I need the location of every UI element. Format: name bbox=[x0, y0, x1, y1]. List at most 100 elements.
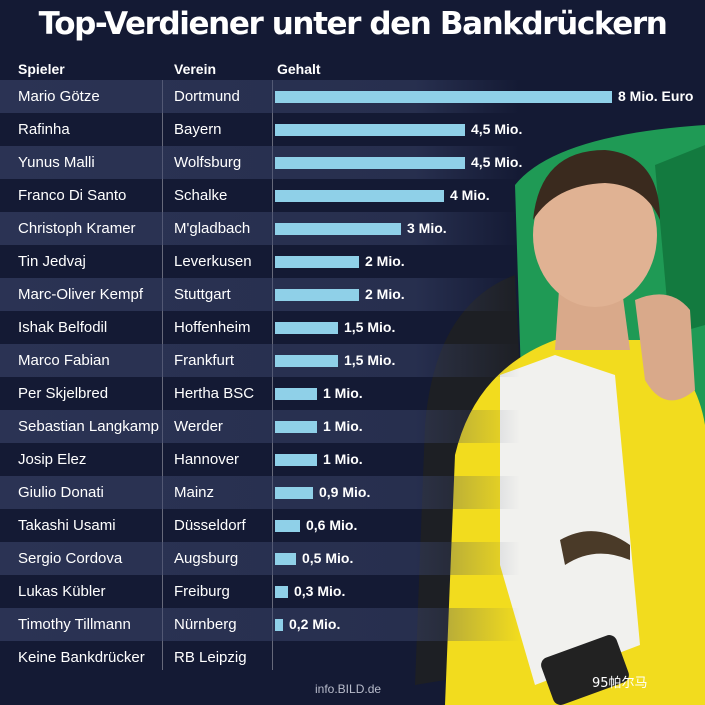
hair bbox=[533, 150, 660, 220]
table-row: Lukas Kübler Freiburg 0,3 Mio. bbox=[0, 575, 705, 608]
head bbox=[533, 163, 657, 307]
table-row: Per Skjelbred Hertha BSC 1 Mio. bbox=[0, 377, 705, 410]
salary-bar bbox=[275, 421, 317, 433]
club-name: Dortmund bbox=[174, 88, 240, 105]
salary-label: 4 Mio. bbox=[450, 187, 490, 203]
table-row: Tin Jedvaj Leverkusen 2 Mio. bbox=[0, 245, 705, 278]
salary-label: 1,5 Mio. bbox=[344, 319, 396, 335]
club-name: Bayern bbox=[174, 121, 222, 138]
club-name: Nürnberg bbox=[174, 616, 237, 633]
table-row: Marco Fabian Frankfurt 1,5 Mio. bbox=[0, 344, 705, 377]
club-name: Düsseldorf bbox=[174, 517, 246, 534]
watermark: 95帕尔马 bbox=[592, 676, 648, 691]
club-name: RB Leipzig bbox=[174, 649, 247, 666]
player-name: Ishak Belfodil bbox=[18, 319, 108, 336]
player-name: Takashi Usami bbox=[18, 517, 116, 534]
row-band bbox=[0, 410, 520, 443]
club-name: Wolfsburg bbox=[174, 154, 242, 171]
club-name: Stuttgart bbox=[174, 286, 231, 303]
salary-label: 0,6 Mio. bbox=[306, 517, 358, 533]
phone bbox=[541, 635, 629, 705]
salary-label: 8 Mio. Euro bbox=[618, 88, 694, 104]
row-band bbox=[0, 344, 520, 377]
player-name: Lukas Kübler bbox=[18, 583, 106, 600]
club-name: Frankfurt bbox=[174, 352, 235, 369]
row-band bbox=[0, 278, 520, 311]
row-band bbox=[0, 608, 520, 641]
salary-bar bbox=[275, 619, 283, 631]
bench-seat-shade bbox=[655, 145, 705, 335]
salary-bar bbox=[275, 388, 317, 400]
bib-logo bbox=[560, 531, 630, 565]
column-header-player: Spieler bbox=[18, 61, 65, 77]
salary-bar bbox=[275, 190, 444, 202]
salary-bar bbox=[275, 256, 359, 268]
salary-bar bbox=[275, 520, 300, 532]
player-name: Josip Elez bbox=[18, 451, 87, 468]
table-row: Rafinha Bayern 4,5 Mio. bbox=[0, 113, 705, 146]
salary-bar bbox=[275, 157, 465, 169]
player-name: Marc-Oliver Kempf bbox=[18, 286, 144, 303]
table-row: Mario Götze Dortmund 8 Mio. Euro bbox=[0, 80, 705, 113]
salary-label: 0,9 Mio. bbox=[319, 484, 371, 500]
table-row: Keine Bankdrücker RB Leipzig bbox=[0, 641, 705, 674]
table-row: Sergio Cordova Augsburg 0,5 Mio. bbox=[0, 542, 705, 575]
chart-title: Top-Verdiener unter den Bankdrückern bbox=[38, 6, 668, 42]
salary-label: 4,5 Mio. bbox=[471, 154, 523, 170]
salary-label: 1,5 Mio. bbox=[344, 352, 396, 368]
club-name: M'gladbach bbox=[174, 220, 251, 237]
row-band bbox=[0, 476, 520, 509]
club-name: Augsburg bbox=[174, 550, 239, 567]
training-bib bbox=[500, 355, 640, 685]
salary-bar bbox=[275, 553, 296, 565]
salary-label: 2 Mio. bbox=[365, 286, 405, 302]
salary-label: 2 Mio. bbox=[365, 253, 405, 269]
player-name: Yunus Malli bbox=[18, 154, 95, 171]
table-row: Timothy Tillmann Nürnberg 0,2 Mio. bbox=[0, 608, 705, 641]
club-name: Schalke bbox=[174, 187, 228, 204]
row-band bbox=[0, 542, 520, 575]
table-row: Franco Di Santo Schalke 4 Mio. bbox=[0, 179, 705, 212]
table-row: Takashi Usami Düsseldorf 0,6 Mio. bbox=[0, 509, 705, 542]
salary-label: 4,5 Mio. bbox=[471, 121, 523, 137]
source-credit: info.BILD.de bbox=[315, 682, 382, 696]
player-name: Per Skjelbred bbox=[18, 385, 109, 402]
player-name: Christoph Kramer bbox=[18, 220, 136, 237]
table-row: Josip Elez Hannover 1 Mio. bbox=[0, 443, 705, 476]
hand bbox=[635, 294, 695, 401]
player-name: Giulio Donati bbox=[18, 484, 104, 501]
salary-label: 0,3 Mio. bbox=[294, 583, 346, 599]
salary-bar bbox=[275, 91, 612, 103]
table-row: Sebastian Langkamp Werder 1 Mio. bbox=[0, 410, 705, 443]
column-header-club: Verein bbox=[174, 61, 217, 77]
salary-label: 1 Mio. bbox=[323, 451, 363, 467]
salary-bar bbox=[275, 454, 317, 466]
salary-bar bbox=[275, 322, 338, 334]
salary-label: 3 Mio. bbox=[407, 220, 447, 236]
salary-bar bbox=[275, 289, 359, 301]
salary-label: 0,2 Mio. bbox=[289, 616, 341, 632]
column-header-salary: Gehalt bbox=[277, 61, 321, 77]
player-name: Mario Götze bbox=[18, 88, 100, 105]
salary-bar bbox=[275, 586, 288, 598]
salary-bar bbox=[275, 124, 465, 136]
club-name: Hertha BSC bbox=[174, 385, 255, 402]
club-name: Werder bbox=[174, 418, 223, 435]
table-row: Giulio Donati Mainz 0,9 Mio. bbox=[0, 476, 705, 509]
player-name: Sergio Cordova bbox=[18, 550, 123, 567]
club-name: Freiburg bbox=[174, 583, 230, 600]
table-row: Christoph Kramer M'gladbach 3 Mio. bbox=[0, 212, 705, 245]
salary-bar bbox=[275, 355, 338, 367]
table-row: Marc-Oliver Kempf Stuttgart 2 Mio. bbox=[0, 278, 705, 311]
salary-bar bbox=[275, 223, 401, 235]
player-name: Marco Fabian bbox=[18, 352, 110, 369]
table-row: Yunus Malli Wolfsburg 4,5 Mio. bbox=[0, 146, 705, 179]
player-name: Tin Jedvaj bbox=[18, 253, 86, 270]
player-name: Franco Di Santo bbox=[18, 187, 127, 204]
salary-label: 1 Mio. bbox=[323, 385, 363, 401]
table-row: Ishak Belfodil Hoffenheim 1,5 Mio. bbox=[0, 311, 705, 344]
salary-label: 1 Mio. bbox=[323, 418, 363, 434]
player-name: Timothy Tillmann bbox=[18, 616, 131, 633]
salary-label: 0,5 Mio. bbox=[302, 550, 354, 566]
player-name: Rafinha bbox=[18, 121, 70, 138]
